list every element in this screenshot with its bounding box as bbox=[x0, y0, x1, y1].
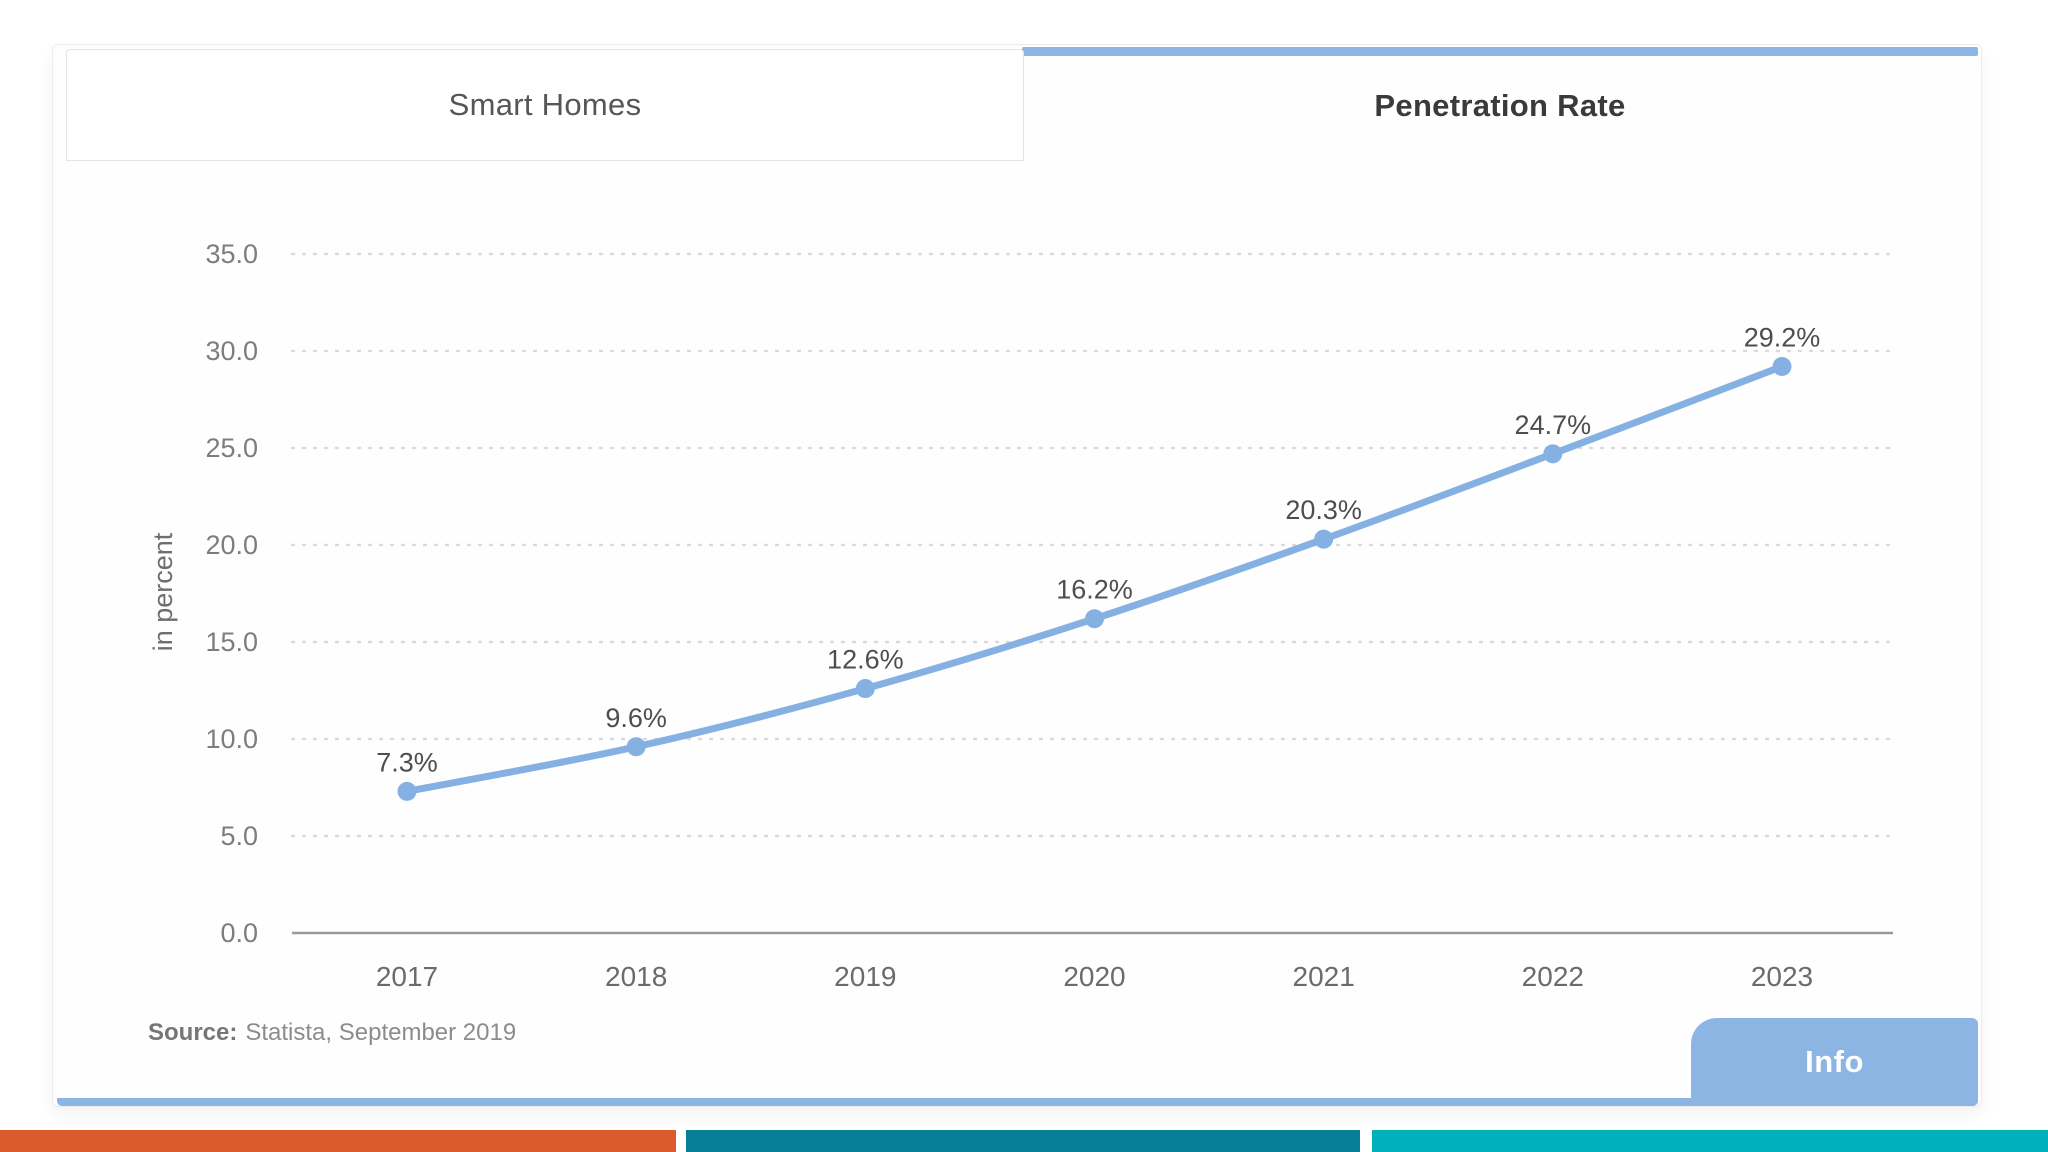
tab-penetration-rate-label: Penetration Rate bbox=[1374, 88, 1626, 123]
card-bottom-accent-strip bbox=[57, 1098, 1978, 1106]
source-prefix: Source: bbox=[148, 1019, 238, 1046]
tab-smart-homes[interactable]: Smart Homes bbox=[66, 49, 1024, 161]
footer-bar-teal bbox=[1372, 1130, 2048, 1152]
source-line: Source: Statista, September 2019 bbox=[148, 1019, 516, 1047]
chart-card: Smart Homes Penetration Rate Source: Stat… bbox=[52, 44, 1982, 1107]
source-text: Statista, September 2019 bbox=[245, 1019, 517, 1046]
tab-smart-homes-label: Smart Homes bbox=[448, 87, 642, 122]
tab-penetration-rate[interactable]: Penetration Rate bbox=[1022, 47, 1978, 159]
info-button-label: Info bbox=[1805, 1044, 1864, 1079]
footer-bar-dark-teal bbox=[686, 1130, 1360, 1152]
active-tab-indicator bbox=[1022, 47, 1978, 56]
footer-bar-orange bbox=[0, 1130, 676, 1152]
info-button[interactable]: Info bbox=[1691, 1018, 1978, 1106]
